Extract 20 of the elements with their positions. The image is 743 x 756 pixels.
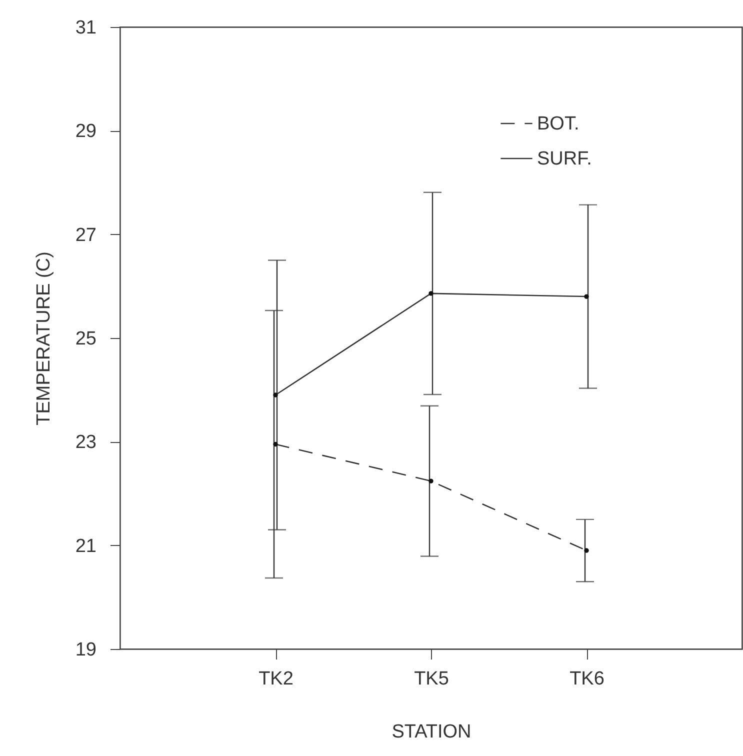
- point: [273, 392, 278, 398]
- y-tick-label: 29: [75, 121, 96, 142]
- legend-label: SURF.: [537, 148, 592, 170]
- point: [273, 442, 278, 447]
- y-tick-label: 27: [75, 224, 96, 246]
- x-tick-label: TK5: [414, 668, 449, 690]
- x-axis-title: STATION: [392, 722, 472, 742]
- point: [584, 548, 589, 553]
- point: [428, 478, 434, 484]
- y-tick-label: 19: [75, 640, 96, 660]
- point: [584, 294, 589, 299]
- y-tick-label: 21: [75, 536, 96, 557]
- y-tick-label: 31: [75, 18, 96, 38]
- y-tick-label: 25: [75, 328, 96, 350]
- y-axis-title: TEMPERATURE (C): [33, 252, 54, 426]
- point: [428, 291, 434, 296]
- x-tick-label: TK6: [570, 668, 604, 690]
- y-tick-label: 23: [75, 432, 96, 454]
- legend-label: BOT.: [537, 114, 580, 134]
- x-tick-label: TK2: [258, 668, 294, 690]
